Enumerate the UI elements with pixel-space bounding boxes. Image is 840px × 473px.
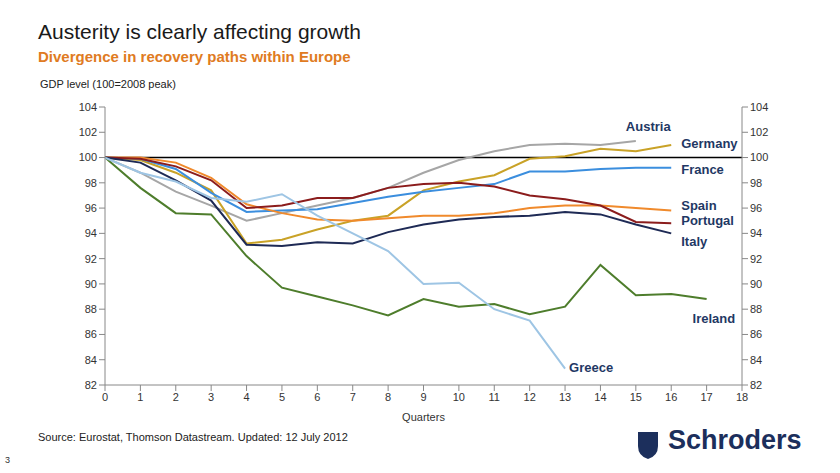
svg-text:96: 96 [85,202,97,214]
html-text:3: 3 [5,455,10,465]
svg-text:15: 15 [630,391,642,403]
svg-text:90: 90 [750,278,762,290]
svg-text:100: 100 [750,151,768,163]
html-text:Schroders: Schroders [668,425,802,455]
svg-text:9: 9 [420,391,426,403]
svg-text:96: 96 [750,202,762,214]
svg-text:Austria: Austria [626,119,672,134]
svg-text:94: 94 [85,227,97,239]
svg-text:14: 14 [594,391,606,403]
svg-text:Spain: Spain [681,198,716,213]
html-text:Austerity is clearly affecting: Austerity is clearly affecting growth [38,20,361,43]
svg-text:France: France [681,162,724,177]
svg-text:94: 94 [750,227,762,239]
svg-text:1: 1 [137,391,143,403]
svg-text:82: 82 [750,379,762,391]
svg-text:88: 88 [750,303,762,315]
svg-text:92: 92 [85,253,97,265]
svg-text:86: 86 [750,328,762,340]
svg-text:8: 8 [385,391,391,403]
html-text:Source: Eurostat, Thomson Data: Source: Eurostat, Thomson Datastream. Up… [38,431,348,443]
svg-text:Portugal: Portugal [681,213,734,228]
svg-text:10: 10 [453,391,465,403]
html-text:GDP level (100=2008 peak): GDP level (100=2008 peak) [40,78,176,90]
svg-text:Germany: Germany [681,136,738,151]
svg-text:3: 3 [208,391,214,403]
svg-text:13: 13 [559,391,571,403]
svg-text:88: 88 [85,303,97,315]
svg-text:Italy: Italy [681,234,708,249]
html-text:Divergence in recovery paths w: Divergence in recovery paths within Euro… [38,48,351,65]
svg-text:104: 104 [79,101,97,113]
svg-text:104: 104 [750,101,768,113]
svg-text:5: 5 [279,391,285,403]
svg-text:102: 102 [750,126,768,138]
svg-text:2: 2 [173,391,179,403]
svg-text:7: 7 [350,391,356,403]
svg-text:102: 102 [79,126,97,138]
svg-text:6: 6 [314,391,320,403]
svg-text:92: 92 [750,253,762,265]
svg-text:100: 100 [79,151,97,163]
svg-text:17: 17 [700,391,712,403]
svg-text:84: 84 [750,354,762,366]
svg-text:98: 98 [85,177,97,189]
svg-text:90: 90 [85,278,97,290]
svg-text:84: 84 [85,354,97,366]
svg-text:16: 16 [665,391,677,403]
svg-text:4: 4 [243,391,249,403]
svg-text:Quarters: Quarters [402,411,445,423]
svg-text:12: 12 [524,391,536,403]
svg-text:11: 11 [489,391,500,403]
svg-text:98: 98 [750,177,762,189]
svg-text:Ireland: Ireland [693,311,736,326]
svg-text:18: 18 [736,391,748,403]
svg-text:86: 86 [85,328,97,340]
svg-text:Greece: Greece [569,360,613,375]
svg-text:82: 82 [85,379,97,391]
svg-text:0: 0 [102,391,108,403]
